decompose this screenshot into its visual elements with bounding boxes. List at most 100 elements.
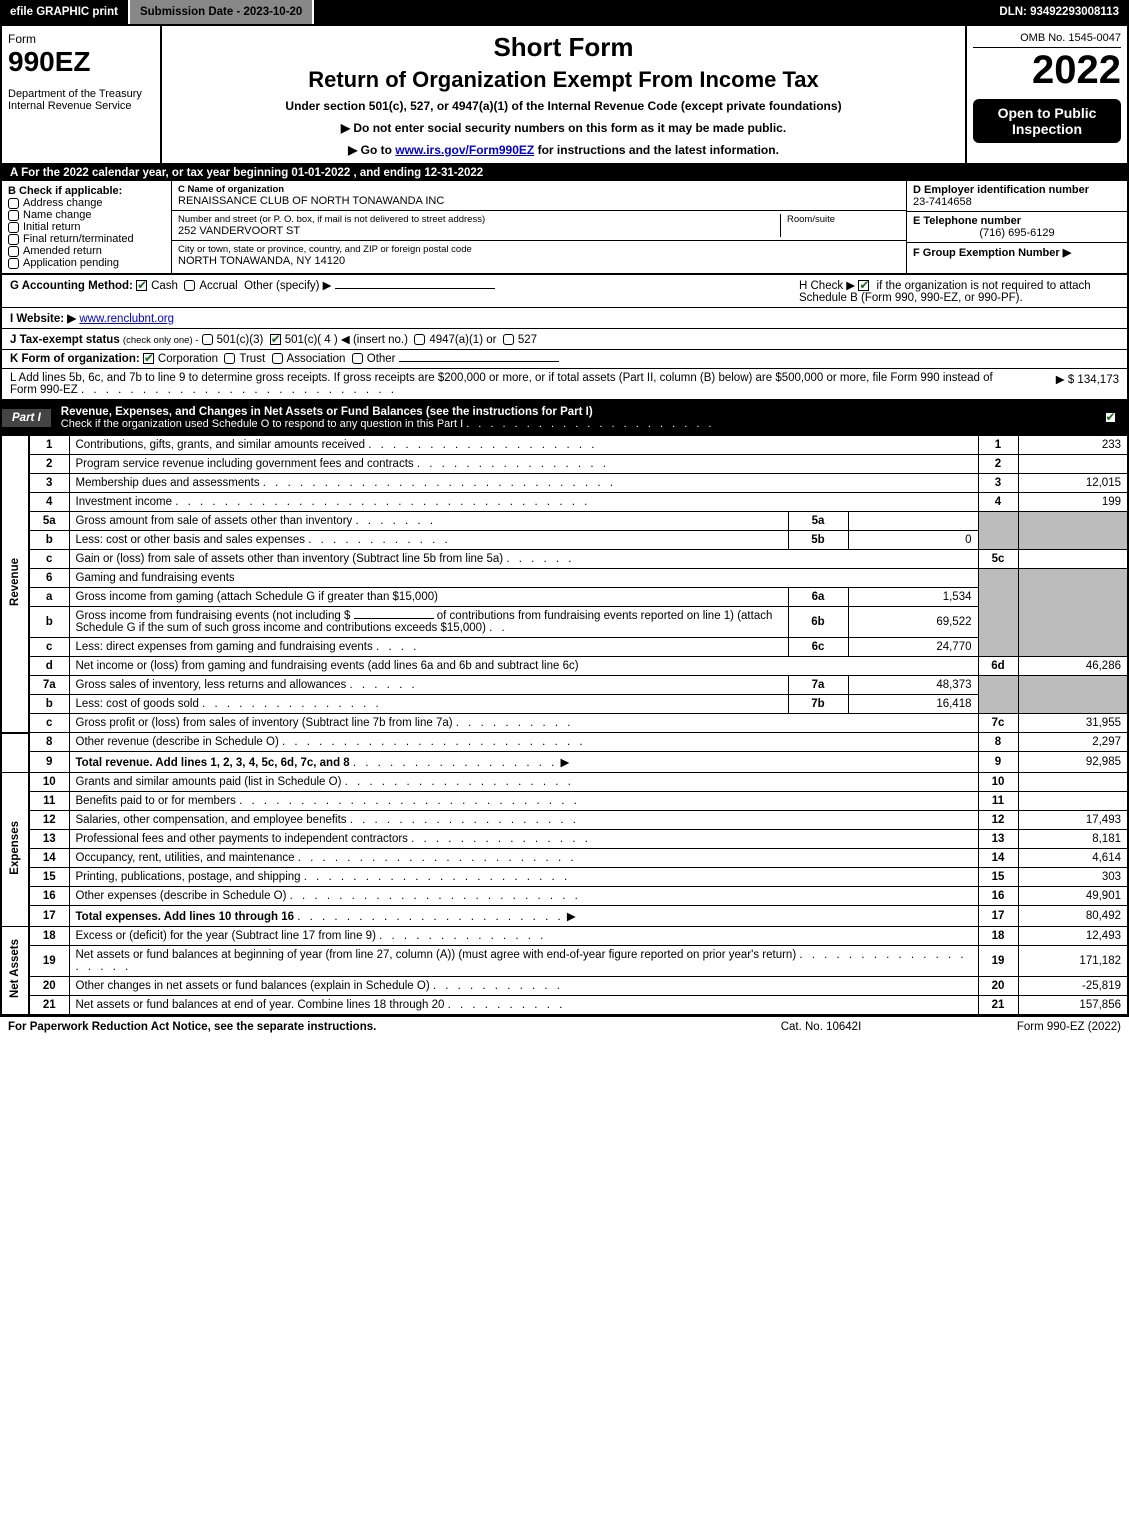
- line-7c-text: Gross profit or (loss) from sales of inv…: [69, 714, 978, 733]
- line-21-val: 157,856: [1018, 996, 1128, 1016]
- line-7c-num: c: [29, 714, 69, 733]
- line-5a-num: 5a: [29, 512, 69, 531]
- line-13-num: 13: [29, 830, 69, 849]
- shade-5-val: [1018, 512, 1128, 550]
- line-14-ref: 14: [978, 849, 1018, 868]
- line-11-num: 11: [29, 792, 69, 811]
- line-5b-midval: 0: [848, 531, 978, 550]
- line-2-text: Program service revenue including govern…: [69, 455, 978, 474]
- top-bar: efile GRAPHIC print Submission Date - 20…: [0, 0, 1129, 24]
- line-11-text: Benefits paid to or for members . . . . …: [69, 792, 978, 811]
- line-20-val: -25,819: [1018, 977, 1128, 996]
- line-5c-ref: 5c: [978, 550, 1018, 569]
- chk-527[interactable]: [503, 334, 514, 345]
- gross-receipts: ▶ $ 134,173: [999, 372, 1119, 396]
- line-10-ref: 10: [978, 773, 1018, 792]
- chk-amended-return[interactable]: Amended return: [8, 245, 165, 257]
- line-7b-num: b: [29, 695, 69, 714]
- line-7c-ref: 7c: [978, 714, 1018, 733]
- ein: 23-7414658: [913, 196, 1121, 208]
- line-19-num: 19: [29, 946, 69, 977]
- h-prefix: H Check ▶: [799, 280, 858, 292]
- line-4-ref: 4: [978, 493, 1018, 512]
- line-19-val: 171,182: [1018, 946, 1128, 977]
- chk-association[interactable]: [272, 353, 283, 364]
- line-5b-mid: 5b: [788, 531, 848, 550]
- line-6c-mid: 6c: [788, 638, 848, 657]
- chk-other-org[interactable]: [352, 353, 363, 364]
- website-link[interactable]: www.renclubnt.org: [79, 313, 174, 325]
- form-word: Form: [8, 32, 154, 46]
- chk-application-pending[interactable]: Application pending: [8, 257, 165, 269]
- line-7a-text: Gross sales of inventory, less returns a…: [69, 676, 788, 695]
- line-7a-num: 7a: [29, 676, 69, 695]
- line-3-text: Membership dues and assessments . . . . …: [69, 474, 978, 493]
- line-14-num: 14: [29, 849, 69, 868]
- chk-4947[interactable]: [414, 334, 425, 345]
- line-4-text: Investment income . . . . . . . . . . . …: [69, 493, 978, 512]
- line-20-ref: 20: [978, 977, 1018, 996]
- c-name-label: C Name of organization: [178, 184, 900, 195]
- line-2-ref: 2: [978, 455, 1018, 474]
- line-15-text: Printing, publications, postage, and shi…: [69, 868, 978, 887]
- line-12-ref: 12: [978, 811, 1018, 830]
- line-18-num: 18: [29, 927, 69, 946]
- line-8-ref: 8: [978, 733, 1018, 752]
- line-20-text: Other changes in net assets or fund bala…: [69, 977, 978, 996]
- i-label: I Website: ▶: [10, 313, 76, 325]
- dln: DLN: 93492293008113: [989, 0, 1129, 24]
- part-1-table: Revenue 1 Contributions, gifts, grants, …: [0, 435, 1129, 1016]
- irs-link[interactable]: www.irs.gov/Form990EZ: [395, 143, 534, 157]
- efile-print[interactable]: efile GRAPHIC print: [0, 0, 130, 24]
- chk-501c[interactable]: [270, 334, 281, 345]
- line-8-val: 2,297: [1018, 733, 1128, 752]
- line-12-val: 17,493: [1018, 811, 1128, 830]
- footer-right: Form 990-EZ (2022): [921, 1021, 1121, 1033]
- line-10-val: [1018, 773, 1128, 792]
- org-address: 252 VANDERVOORT ST: [178, 225, 780, 237]
- chk-501c3[interactable]: [202, 334, 213, 345]
- line-16-num: 16: [29, 887, 69, 906]
- line-5a-mid: 5a: [788, 512, 848, 531]
- line-7b-midval: 16,418: [848, 695, 978, 714]
- goto-prefix: ▶ Go to: [348, 143, 395, 157]
- opt-501c3: 501(c)(3): [217, 334, 264, 346]
- line-3-val: 12,015: [1018, 474, 1128, 493]
- telephone: (716) 695-6129: [913, 227, 1121, 239]
- chk-trust[interactable]: [224, 353, 235, 364]
- line-5c-text: Gain or (loss) from sale of assets other…: [69, 550, 978, 569]
- chk-name-change[interactable]: Name change: [8, 209, 165, 221]
- chk-cash[interactable]: [136, 280, 147, 291]
- line-19-ref: 19: [978, 946, 1018, 977]
- line-6a-num: a: [29, 588, 69, 607]
- line-14-text: Occupancy, rent, utilities, and maintena…: [69, 849, 978, 868]
- line-5c-num: c: [29, 550, 69, 569]
- line-6-text: Gaming and fundraising events: [69, 569, 978, 588]
- line-13-val: 8,181: [1018, 830, 1128, 849]
- title-short-form: Short Form: [172, 32, 955, 63]
- open-to-public: Open to Public Inspection: [973, 99, 1121, 143]
- line-6d-ref: 6d: [978, 657, 1018, 676]
- org-name: RENAISSANCE CLUB OF NORTH TONAWANDA INC: [178, 195, 900, 207]
- e-label: E Telephone number: [913, 215, 1121, 227]
- section-def: D Employer identification number 23-7414…: [907, 181, 1127, 273]
- chk-final-return[interactable]: Final return/terminated: [8, 233, 165, 245]
- footer-left: For Paperwork Reduction Act Notice, see …: [8, 1021, 721, 1033]
- chk-initial-return[interactable]: Initial return: [8, 221, 165, 233]
- chk-address-change[interactable]: Address change: [8, 197, 165, 209]
- chk-corporation[interactable]: [143, 353, 154, 364]
- side-netassets: Net Assets: [1, 927, 29, 1016]
- section-b: B Check if applicable: Address change Na…: [2, 181, 172, 273]
- line-5a-text: Gross amount from sale of assets other t…: [69, 512, 788, 531]
- chk-schedule-o[interactable]: [1105, 412, 1116, 423]
- chk-accrual[interactable]: [184, 280, 195, 291]
- shade-7-val: [1018, 676, 1128, 714]
- line-15-val: 303: [1018, 868, 1128, 887]
- chk-schedule-b[interactable]: [858, 280, 869, 291]
- opt-501c: 501(c)( 4 ) ◀ (insert no.): [285, 334, 408, 346]
- b-label: B Check if applicable:: [8, 185, 165, 197]
- g-label: G Accounting Method:: [10, 280, 133, 292]
- line-17-val: 80,492: [1018, 906, 1128, 927]
- line-6a-text: Gross income from gaming (attach Schedul…: [69, 588, 788, 607]
- line-18-text: Excess or (deficit) for the year (Subtra…: [69, 927, 978, 946]
